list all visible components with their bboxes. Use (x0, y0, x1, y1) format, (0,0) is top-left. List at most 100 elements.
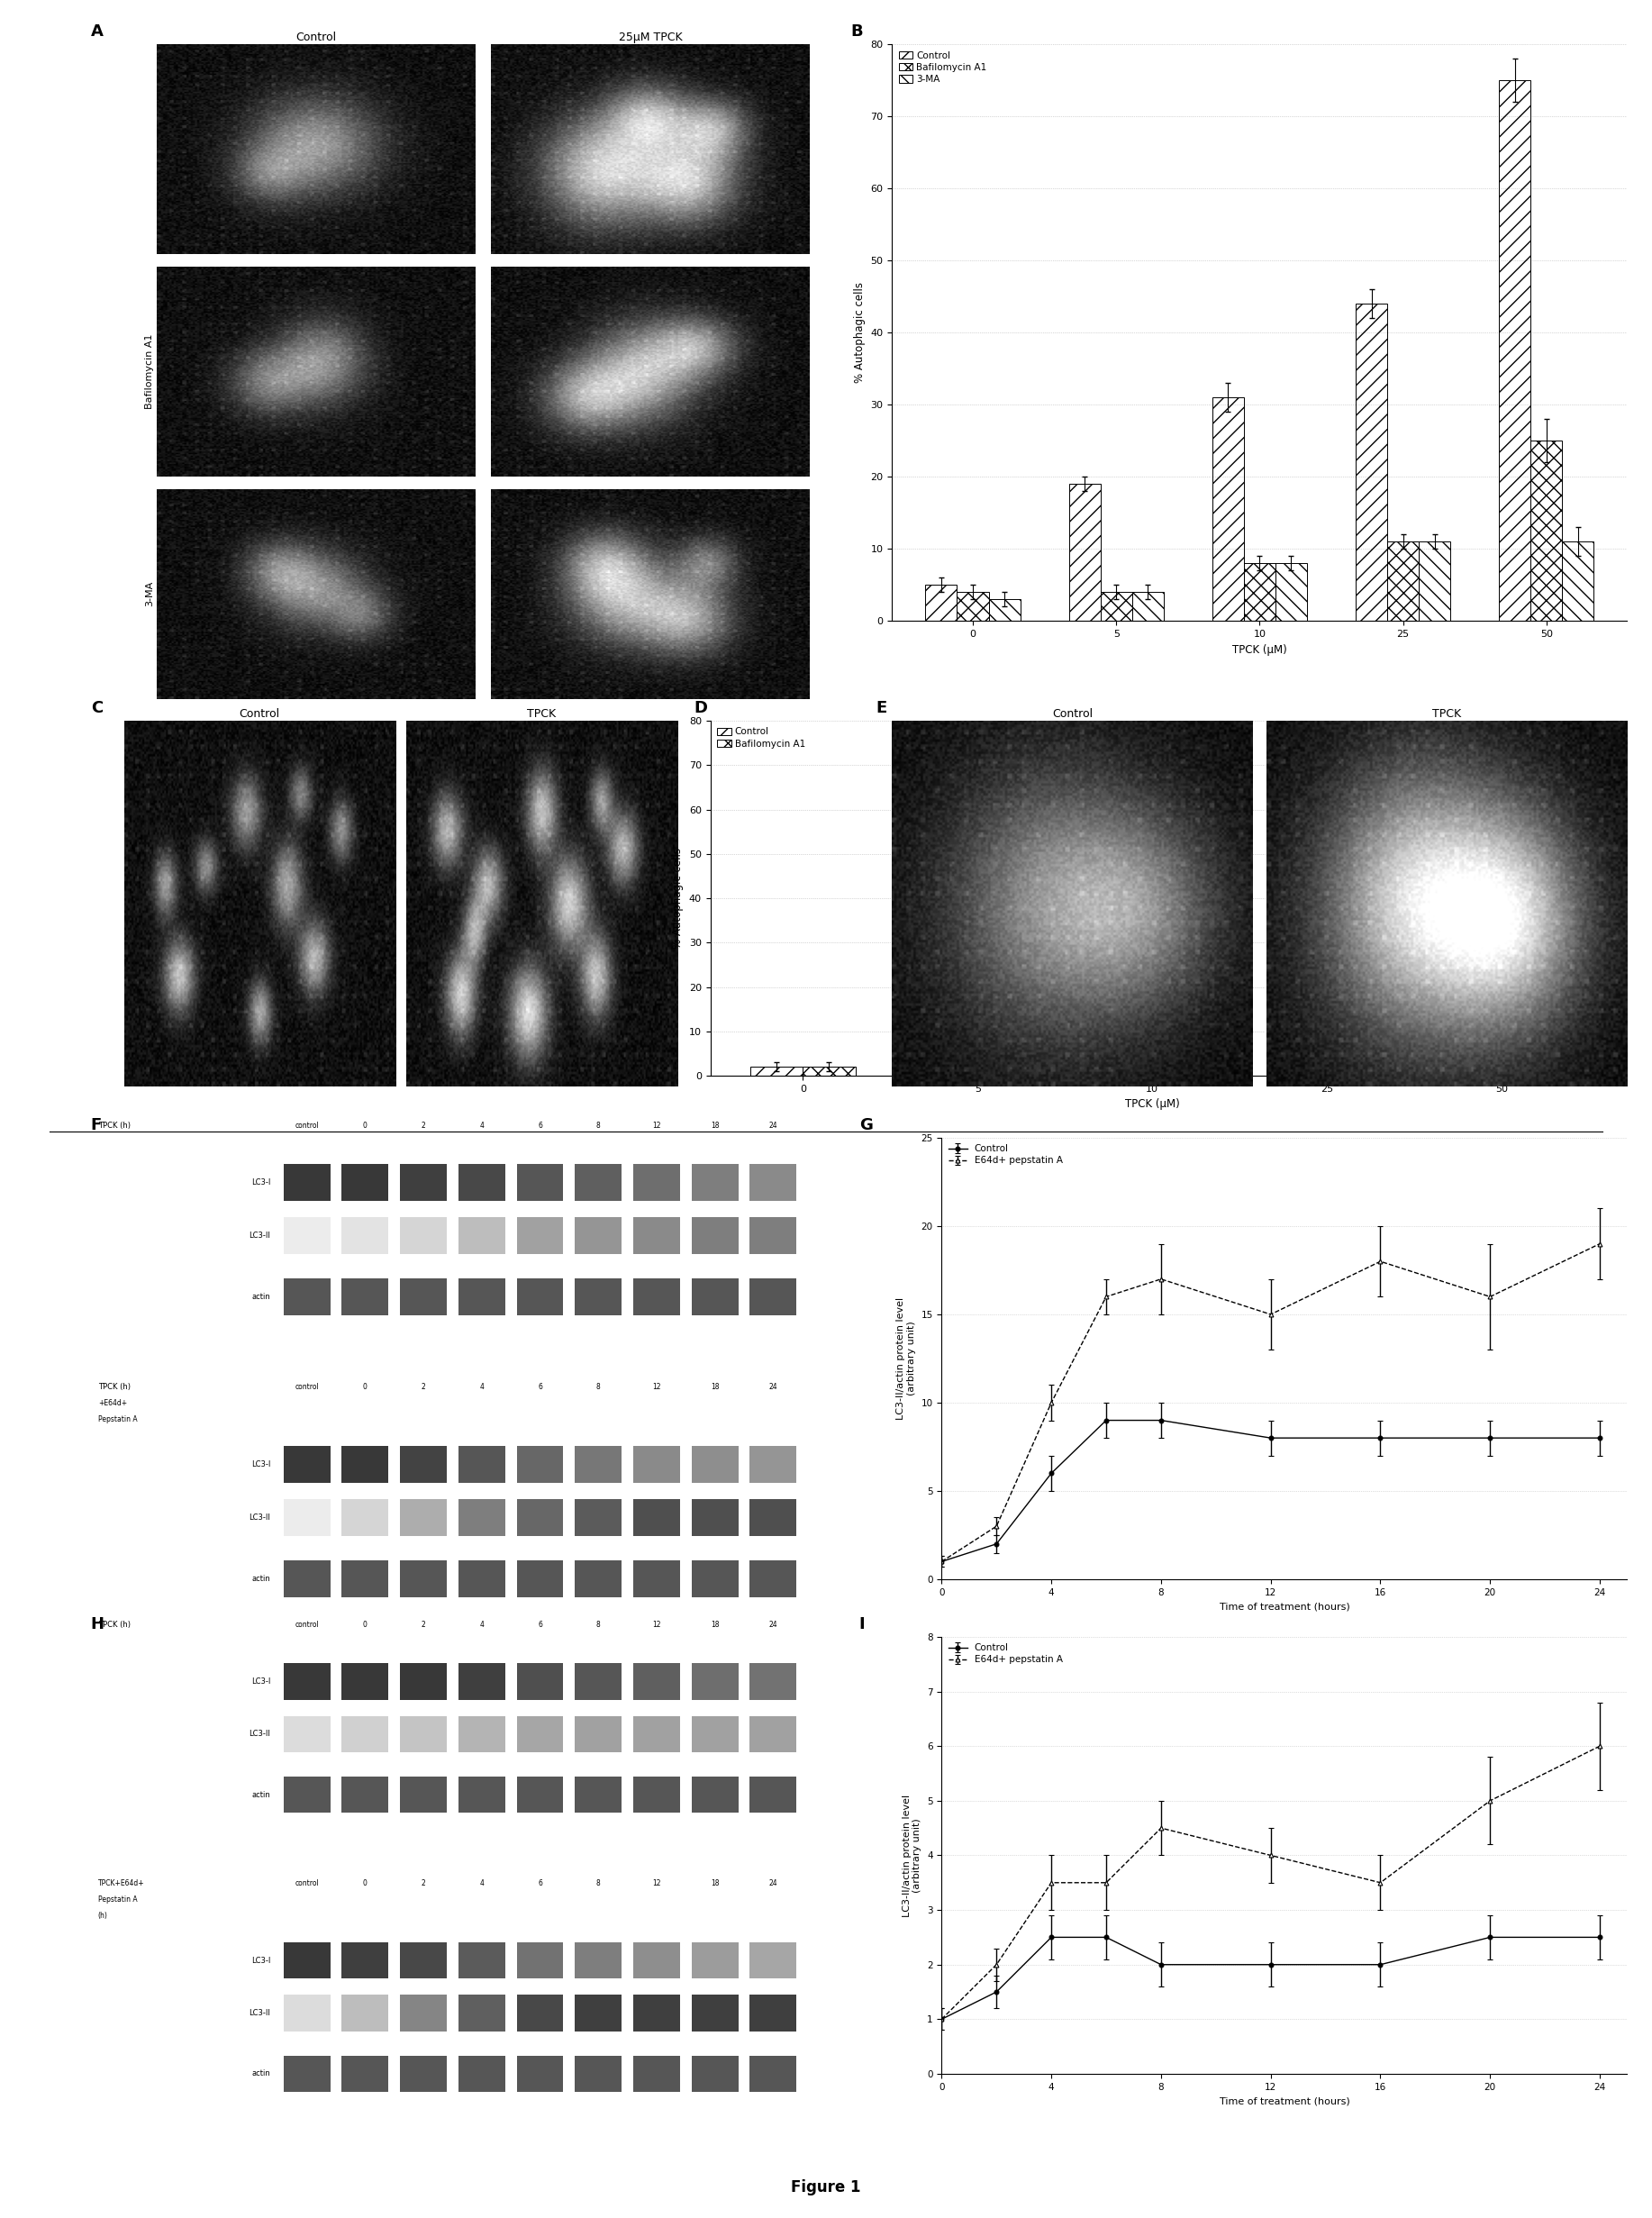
Bar (692, 2056, 738, 2092)
Text: A: A (91, 24, 104, 40)
Bar (400, 1446, 446, 1484)
Bar (517, 1218, 563, 1253)
Bar (517, 1717, 563, 1752)
Text: LC3-I: LC3-I (251, 1178, 271, 1187)
Bar (692, 1446, 738, 1484)
Text: Pepstatin A: Pepstatin A (97, 1896, 137, 1903)
Bar (342, 1664, 388, 1699)
Bar (1449, 810, 1502, 1076)
Bar (750, 1446, 796, 1484)
Bar (517, 1499, 563, 1535)
Bar (633, 1446, 681, 1484)
Text: 8: 8 (596, 1122, 600, 1129)
Legend: Control, Bafilomycin A1, 3-MA: Control, Bafilomycin A1, 3-MA (897, 49, 990, 87)
Bar (458, 1278, 506, 1315)
Bar (750, 1499, 796, 1535)
Bar (284, 1278, 330, 1315)
Bar (1275, 563, 1307, 621)
Bar (284, 1994, 330, 2032)
Bar (400, 1559, 446, 1597)
Text: 6: 6 (539, 1879, 542, 1888)
Bar (400, 1278, 446, 1315)
Bar (342, 1218, 388, 1253)
Bar (750, 1943, 796, 1978)
Bar (633, 2056, 681, 2092)
Title: 25μM TPCK: 25μM TPCK (618, 31, 682, 44)
Bar (633, 1218, 681, 1253)
Bar (750, 1559, 796, 1597)
Text: LC3-II: LC3-II (249, 1730, 271, 1739)
Bar (1213, 397, 1244, 621)
Title: Control: Control (296, 31, 337, 44)
Bar (750, 1664, 796, 1699)
Y-axis label: Bafilomycin A1: Bafilomycin A1 (145, 335, 154, 408)
Text: I: I (859, 1617, 866, 1632)
Title: TPCK: TPCK (1432, 708, 1462, 721)
Bar (517, 1943, 563, 1978)
Text: +E64d+: +E64d+ (97, 1400, 127, 1406)
Text: actin: actin (251, 1575, 271, 1584)
Bar (575, 1943, 621, 1978)
Bar (633, 1943, 681, 1978)
Y-axis label: % Autophagic cells: % Autophagic cells (672, 847, 684, 949)
Bar (692, 1164, 738, 1202)
Bar (750, 1717, 796, 1752)
X-axis label: TPCK (μM): TPCK (μM) (1125, 1098, 1180, 1111)
Bar (633, 1278, 681, 1315)
Bar (925, 978, 978, 1076)
Bar (517, 2056, 563, 2092)
Bar (575, 2056, 621, 2092)
Bar (1327, 978, 1379, 1076)
Bar (750, 1218, 796, 1253)
Bar (575, 1278, 621, 1315)
Bar (1069, 484, 1100, 621)
Bar (575, 1777, 621, 1812)
Bar (1132, 592, 1163, 621)
Bar (284, 1777, 330, 1812)
Bar (284, 1446, 330, 1484)
Text: (h): (h) (97, 1912, 107, 1921)
Text: 24: 24 (768, 1122, 778, 1129)
Text: 4: 4 (479, 1382, 484, 1391)
Bar (925, 586, 957, 621)
Text: G: G (859, 1118, 872, 1133)
Text: 8: 8 (596, 1621, 600, 1628)
Text: E: E (876, 701, 887, 716)
Text: control: control (294, 1122, 319, 1129)
Text: LC3-II: LC3-II (249, 1231, 271, 1240)
Bar (633, 1499, 681, 1535)
Bar (342, 1164, 388, 1202)
Bar (517, 1559, 563, 1597)
Bar (1388, 541, 1419, 621)
X-axis label: TPCK (μM): TPCK (μM) (1232, 643, 1287, 657)
Title: Control: Control (1052, 708, 1092, 721)
Legend: Control, E64d+ pepstatin A: Control, E64d+ pepstatin A (947, 1641, 1064, 1666)
Bar (342, 1278, 388, 1315)
Text: 18: 18 (710, 1122, 719, 1129)
Y-axis label: % Autophagic cells: % Autophagic cells (854, 282, 866, 384)
Bar (284, 1164, 330, 1202)
Bar (633, 1994, 681, 2032)
Bar (575, 1717, 621, 1752)
Bar (400, 1943, 446, 1978)
Bar (692, 1499, 738, 1535)
Bar (1502, 952, 1555, 1076)
Text: 12: 12 (653, 1621, 661, 1628)
Bar (692, 1559, 738, 1597)
Text: actin: actin (251, 1790, 271, 1799)
Bar (342, 2056, 388, 2092)
Bar (750, 1994, 796, 2032)
Text: actin: actin (251, 1293, 271, 1302)
Bar (400, 1164, 446, 1202)
Bar (284, 1499, 330, 1535)
Bar (750, 1777, 796, 1812)
Text: LC3-I: LC3-I (251, 1459, 271, 1468)
Title: Control: Control (240, 708, 279, 721)
Text: 12: 12 (653, 1122, 661, 1129)
Text: 12: 12 (653, 1382, 661, 1391)
Bar (458, 1164, 506, 1202)
Text: F: F (91, 1118, 102, 1133)
Text: 4: 4 (479, 1122, 484, 1129)
Bar (1275, 876, 1327, 1076)
Bar (342, 1994, 388, 2032)
